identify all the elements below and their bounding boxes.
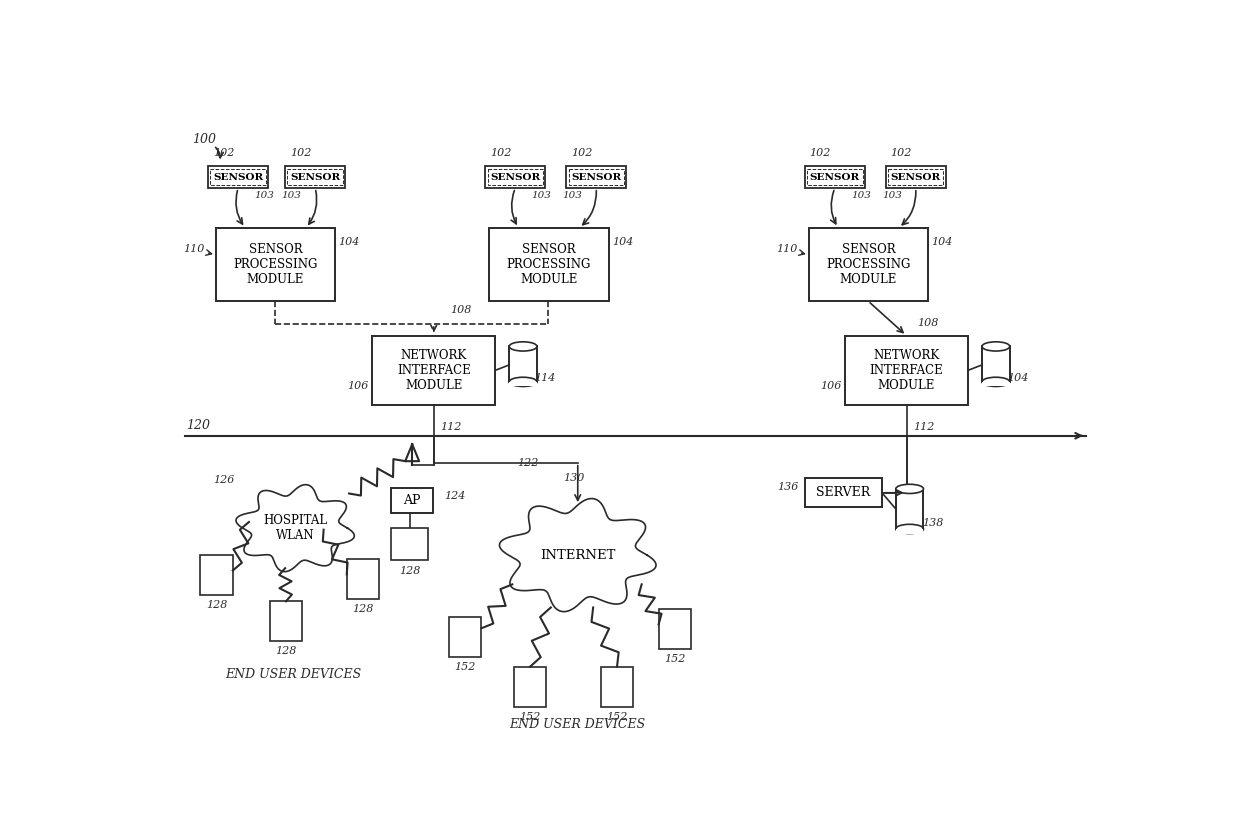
Text: 110: 110 (776, 244, 797, 255)
Text: 106: 106 (347, 381, 370, 391)
Text: 112: 112 (913, 422, 934, 432)
Text: 126: 126 (213, 475, 234, 486)
Text: 103: 103 (563, 191, 583, 200)
Text: 102: 102 (570, 148, 593, 158)
Ellipse shape (982, 377, 1009, 386)
Text: 152: 152 (520, 711, 541, 722)
Ellipse shape (510, 377, 537, 386)
Text: 112: 112 (440, 422, 461, 432)
Text: 122: 122 (517, 458, 538, 468)
Text: 102: 102 (490, 148, 511, 158)
Bar (392, 528, 428, 560)
Bar (808, 228, 928, 301)
Bar (211, 169, 265, 186)
Text: 152: 152 (455, 662, 476, 672)
Text: 102: 102 (213, 148, 234, 158)
Bar (372, 336, 495, 405)
Text: SENSOR: SENSOR (810, 172, 861, 181)
Bar (208, 166, 268, 188)
Text: AP: AP (403, 494, 420, 507)
Ellipse shape (895, 484, 924, 493)
Text: 104: 104 (611, 237, 634, 247)
Bar (568, 169, 624, 186)
Ellipse shape (895, 524, 924, 533)
Text: HOSPITAL
WLAN: HOSPITAL WLAN (263, 514, 327, 542)
Text: 128: 128 (352, 604, 373, 614)
Text: 100: 100 (192, 133, 216, 146)
Text: 152: 152 (606, 711, 627, 722)
Bar (807, 169, 863, 186)
Text: 108: 108 (918, 318, 939, 328)
Text: 120: 120 (186, 419, 210, 433)
Bar (201, 555, 233, 595)
Text: SENSOR: SENSOR (290, 172, 340, 181)
Text: 103: 103 (882, 191, 901, 200)
Bar (885, 166, 946, 188)
Text: 102: 102 (890, 148, 911, 158)
Text: 114: 114 (534, 373, 556, 383)
Bar (510, 346, 537, 382)
Bar (805, 166, 866, 188)
Bar (216, 228, 335, 301)
Bar (288, 169, 343, 186)
Bar (888, 169, 944, 186)
Bar (513, 667, 546, 706)
Text: NETWORK
INTERFACE
MODULE: NETWORK INTERFACE MODULE (869, 349, 944, 391)
Text: 108: 108 (450, 305, 471, 315)
Bar (391, 488, 433, 512)
Text: END USER DEVICES: END USER DEVICES (224, 668, 361, 681)
Bar (895, 529, 924, 533)
Text: SENSOR: SENSOR (890, 172, 941, 181)
Text: 104: 104 (931, 237, 952, 247)
Bar (982, 382, 1009, 386)
Text: 104: 104 (339, 237, 360, 247)
Text: 103: 103 (281, 191, 301, 200)
Text: 102: 102 (290, 148, 311, 158)
Polygon shape (236, 485, 355, 572)
Text: SENSOR
PROCESSING
MODULE: SENSOR PROCESSING MODULE (826, 243, 910, 286)
Text: 106: 106 (821, 381, 842, 391)
Ellipse shape (510, 342, 537, 351)
Bar (982, 346, 1009, 382)
Text: 124: 124 (444, 491, 465, 501)
Text: 136: 136 (777, 482, 799, 492)
Text: 103: 103 (532, 191, 552, 200)
Text: NETWORK
INTERFACE
MODULE: NETWORK INTERFACE MODULE (397, 349, 471, 391)
Text: 138: 138 (923, 517, 944, 528)
Text: SENSOR
PROCESSING
MODULE: SENSOR PROCESSING MODULE (233, 243, 317, 286)
Bar (658, 609, 691, 649)
Text: 130: 130 (563, 473, 584, 483)
Bar (485, 166, 546, 188)
Text: SERVER: SERVER (816, 486, 870, 499)
Bar (510, 382, 537, 386)
Bar (805, 478, 882, 507)
Text: SENSOR: SENSOR (213, 172, 263, 181)
Bar (490, 228, 609, 301)
Bar (895, 489, 924, 529)
Bar (270, 601, 303, 642)
Text: SENSOR
PROCESSING
MODULE: SENSOR PROCESSING MODULE (507, 243, 591, 286)
Text: 110: 110 (184, 244, 205, 255)
Text: 103: 103 (254, 191, 274, 200)
Text: INTERNET: INTERNET (541, 549, 615, 562)
Text: 128: 128 (275, 646, 296, 656)
Bar (844, 336, 968, 405)
Bar (285, 166, 345, 188)
Bar (487, 169, 543, 186)
Text: END USER DEVICES: END USER DEVICES (510, 718, 646, 731)
Text: SENSOR: SENSOR (572, 172, 621, 181)
Bar (567, 166, 626, 188)
Ellipse shape (982, 342, 1009, 351)
Polygon shape (500, 499, 656, 612)
Text: SENSOR: SENSOR (490, 172, 541, 181)
Text: 103: 103 (851, 191, 870, 200)
Text: 102: 102 (810, 148, 831, 158)
Text: 128: 128 (206, 600, 227, 610)
Bar (601, 667, 634, 706)
Text: 128: 128 (399, 565, 420, 575)
Bar (449, 617, 481, 657)
Bar (347, 559, 379, 599)
Text: 152: 152 (665, 654, 686, 664)
Text: 104: 104 (1007, 373, 1028, 383)
